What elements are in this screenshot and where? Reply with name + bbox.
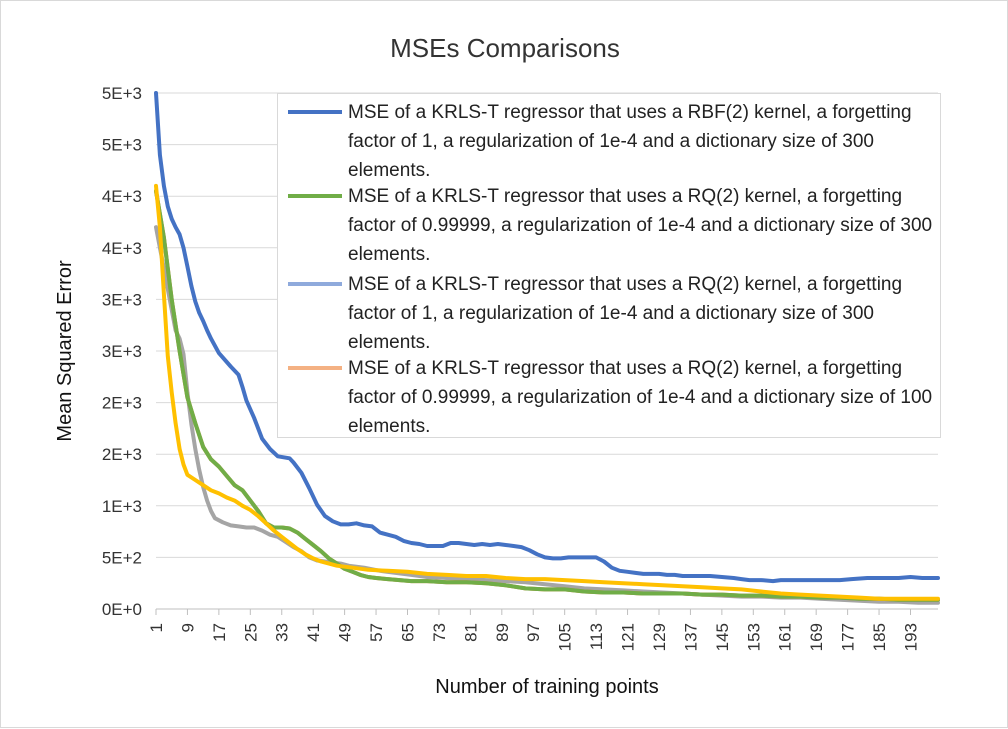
series-line-yellow [154, 183, 940, 601]
chart-title: MSEs Comparisons [390, 33, 620, 63]
x-tick-label: 185 [870, 623, 889, 651]
series-line-rbf-300 [154, 91, 940, 584]
y-tick-label: 5E+2 [102, 548, 142, 567]
y-axis-ticks: 0E+0 5E+2 1E+3 2E+3 2E+3 3E+3 3E+3 4E+3 4E+3 5E+3… [102, 84, 142, 619]
legend-label: MSE of a KRLS-T regressor that uses a RQ… [348, 186, 933, 265]
legend: MSE of a KRLS-T regressor that uses a RB… [277, 93, 941, 438]
x-tick-label: 1 [147, 623, 166, 632]
x-tick-label: 121 [619, 623, 638, 651]
x-tick-label: 169 [807, 623, 826, 651]
x-axis-ticks: 1 9 17 25 33 41 49 57 65 73 81 89 97 105 113 121 129 137 1… [147, 609, 920, 651]
y-tick-label: 3E+3 [102, 342, 142, 361]
y-tick-label: 5E+3 [102, 84, 142, 103]
legend-label: MSE of a KRLS-T regressor that uses a RQ… [348, 358, 933, 437]
x-tick-label: 177 [839, 623, 858, 651]
legend-swatch [288, 282, 342, 286]
x-tick-label: 81 [461, 623, 480, 642]
legend-swatch [288, 194, 342, 198]
series-lines [154, 91, 940, 605]
legend-swatch [288, 110, 342, 114]
y-tick-label: 4E+3 [102, 239, 142, 258]
y-axis-title: Mean Squared Error [54, 260, 76, 442]
x-tick-label: 89 [493, 623, 512, 642]
x-tick-label: 105 [556, 623, 575, 651]
legend-swatch [288, 366, 342, 370]
x-tick-label: 33 [273, 623, 292, 642]
y-tick-label: 4E+3 [102, 187, 142, 206]
x-axis-title: Number of training points [435, 676, 658, 698]
y-tick-label: 2E+3 [102, 394, 142, 413]
series-line-rq-09999-300 [154, 189, 940, 602]
y-tick-label: 1E+3 [102, 497, 142, 516]
x-tick-label: 73 [430, 623, 449, 642]
x-tick-label: 113 [587, 623, 606, 650]
x-tick-label: 97 [524, 623, 543, 642]
x-tick-label: 137 [681, 623, 700, 651]
x-tick-label: 41 [304, 623, 323, 642]
y-tick-label: 3E+3 [102, 290, 142, 309]
x-tick-label: 129 [650, 623, 669, 651]
y-tick-label: 5E+3 [102, 136, 142, 155]
x-tick-label: 145 [713, 623, 732, 651]
y-tick-label: 2E+3 [102, 445, 142, 464]
x-tick-label: 49 [336, 623, 355, 642]
x-tick-label: 161 [776, 623, 795, 651]
x-tick-label: 65 [398, 623, 417, 642]
x-tick-label: 193 [901, 623, 920, 651]
legend-label: MSE of a KRLS-T regressor that uses a RQ… [348, 274, 903, 353]
x-tick-label: 9 [178, 623, 197, 632]
x-tick-label: 153 [744, 623, 763, 651]
legend-label: MSE of a KRLS-T regressor that uses a RB… [348, 102, 912, 181]
x-tick-label: 17 [210, 623, 229, 642]
x-tick-label: 57 [367, 623, 386, 642]
x-tick-label: 25 [241, 623, 260, 642]
y-tick-label: 0E+0 [102, 600, 142, 619]
